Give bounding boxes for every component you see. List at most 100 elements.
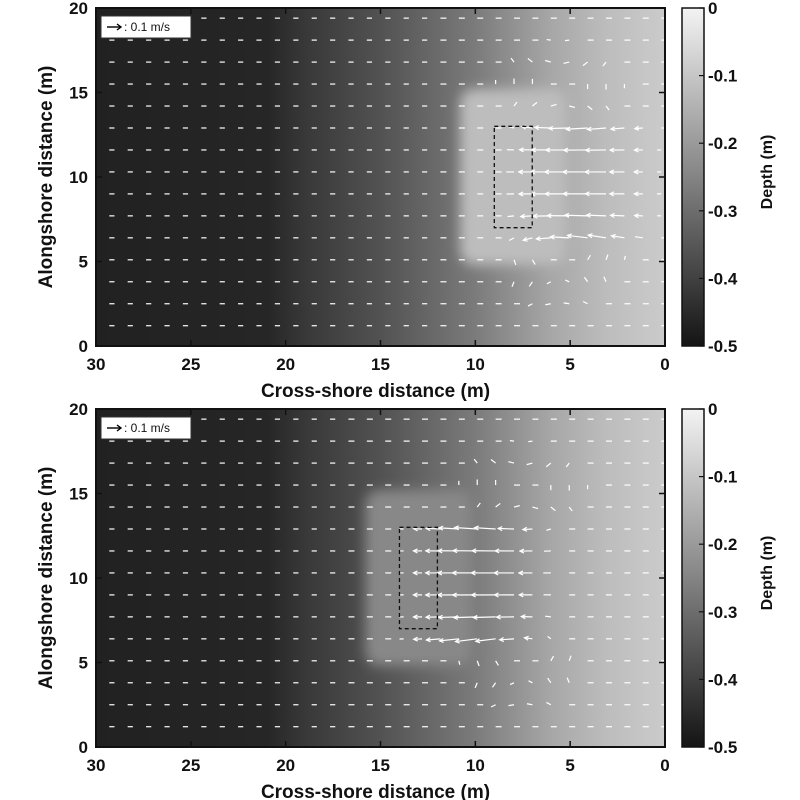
velocity-arrow-head (412, 548, 418, 554)
structure-outline (398, 526, 439, 630)
velocity-arrow-head (412, 592, 418, 598)
velocity-arrow-head (517, 592, 524, 598)
x-tick-label: 0 (660, 756, 669, 775)
velocity-arrow-head (543, 191, 550, 197)
velocity-arrow (545, 462, 552, 468)
panel-top: : 0.1 m/s 30 25 20 15 10 5 0 0 5 10 15 20 Cross-shore… (36, 0, 776, 402)
velocity-arrow (509, 682, 515, 686)
velocity-arrow (499, 638, 515, 641)
velocity-arrow-head (531, 213, 538, 219)
colorbar-tick-label: -0.2 (708, 535, 737, 554)
velocity-arrow (458, 660, 461, 665)
colorbar-label: Depth (m) (759, 135, 776, 210)
velocity-arrow (565, 279, 570, 283)
velocity-arrow-head (563, 212, 570, 218)
velocity-arrow-head (521, 526, 528, 532)
colorbar-scale (681, 408, 705, 748)
velocity-arrow (634, 236, 643, 239)
velocity-arrow (476, 502, 481, 508)
velocity-arrow-head (519, 213, 526, 219)
velocity-arrow (587, 254, 591, 261)
x-tick-label: 20 (276, 355, 295, 374)
velocity-arrow (563, 302, 570, 305)
velocity-arrow (602, 61, 607, 67)
velocity-arrow (582, 61, 588, 67)
velocity-arrow-head (412, 570, 418, 576)
velocity-arrow-head (518, 548, 525, 554)
colorbar-label: Depth (m) (759, 536, 776, 611)
shallow-patch (460, 89, 567, 265)
velocity-arrow-head (561, 169, 568, 175)
velocity-arrow (509, 440, 515, 442)
y-tick-label: 0 (79, 337, 88, 356)
colorbar-tick-label: -0.5 (708, 738, 737, 757)
velocity-arrow-head (543, 169, 550, 175)
velocity-arrow (455, 638, 478, 643)
velocity-arrow (547, 635, 552, 640)
velocity-arrow-head (608, 147, 615, 153)
velocity-arrow-head (470, 592, 476, 598)
velocity-arrow (568, 655, 572, 662)
reference-vector-box (100, 15, 192, 39)
velocity-arrow (566, 127, 588, 130)
velocity-arrow-head (470, 548, 477, 554)
velocity-arrow-head (452, 614, 459, 621)
velocity-arrow (454, 526, 478, 530)
y-tick-label: 5 (79, 253, 88, 272)
velocity-arrow (491, 682, 497, 688)
velocity-arrow (532, 101, 538, 107)
velocity-arrow-head (633, 125, 640, 131)
velocity-arrow (565, 39, 570, 42)
y-tick-label: 20 (69, 400, 88, 419)
velocity-arrow (534, 126, 551, 129)
x-tick-label: 10 (466, 355, 485, 374)
velocity-arrow-head (454, 638, 460, 644)
reference-vector: : 0.1 m/s (100, 416, 192, 440)
velocity-arrow-head (412, 636, 418, 642)
velocity-arrow (567, 234, 588, 239)
x-tick-label: 25 (181, 756, 200, 775)
x-tick-label: 30 (87, 756, 106, 775)
velocity-arrow-head (495, 614, 501, 620)
colorbar: 0 -0.1 -0.2 -0.3 -0.4 -0.5 Depth (m) (681, 400, 776, 757)
velocity-arrow (474, 682, 478, 689)
velocity-arrow-head (424, 570, 430, 576)
velocity-arrow-head (424, 592, 431, 598)
x-tick-label: 25 (181, 355, 200, 374)
velocity-arrow-head (610, 233, 616, 239)
velocity-arrow (520, 215, 533, 218)
velocity-arrow-head (436, 548, 443, 554)
velocity-arrow (565, 462, 570, 468)
reference-vector-label: : 0.1 m/s (124, 421, 170, 435)
velocity-arrow-head (549, 234, 555, 240)
velocity-arrow (439, 638, 459, 642)
velocity-arrow (611, 235, 625, 239)
velocity-arrow-head (523, 635, 529, 641)
velocity-arrow-head (519, 614, 526, 620)
velocity-arrow (526, 462, 533, 466)
depth-field (96, 8, 665, 346)
velocity-arrow-head (562, 147, 569, 153)
velocity-arrow (605, 105, 610, 111)
velocity-arrow-head (544, 147, 551, 153)
velocity-arrow (536, 237, 551, 240)
velocity-arrow (582, 300, 588, 305)
velocity-arrow-head (412, 614, 418, 620)
velocity-arrow-head (547, 125, 554, 131)
velocity-arrow (587, 127, 607, 131)
velocity-arrow (546, 281, 552, 285)
velocity-arrow (545, 615, 551, 618)
velocity-arrow (547, 677, 552, 684)
velocity-arrow (603, 276, 607, 283)
velocity-arrow-head (633, 213, 639, 219)
velocity-arrow (527, 303, 533, 307)
velocity-arrow (528, 281, 533, 287)
velocity-arrow (532, 506, 539, 510)
velocity-arrow-head (586, 126, 592, 132)
velocity-arrow (426, 527, 441, 530)
velocity-arrow-head (473, 525, 479, 531)
velocity-arrow (490, 459, 496, 464)
colorbar-tick-label: -0.3 (708, 202, 737, 221)
x-axis-label: Cross-shore distance (m) (261, 381, 490, 402)
